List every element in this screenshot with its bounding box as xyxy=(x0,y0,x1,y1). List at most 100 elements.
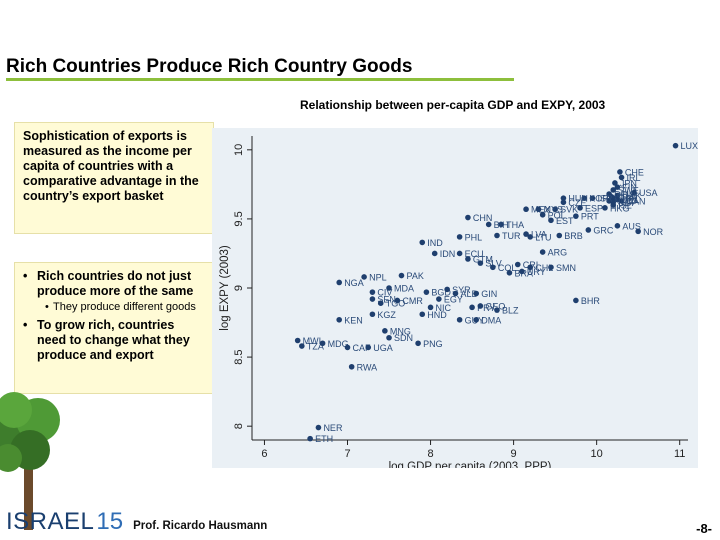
data-point xyxy=(614,196,621,203)
data-point xyxy=(294,337,301,344)
data-point xyxy=(608,194,615,200)
data-point xyxy=(617,169,623,175)
point-label: DNK xyxy=(622,191,641,201)
x-axis-label: log GDP per capita (2003, PPP) xyxy=(389,461,552,468)
point-label: GTM xyxy=(473,254,493,264)
slide-title: Rich Countries Produce Rich Country Good… xyxy=(6,56,413,77)
chart-title: Relationship between per-capita GDP and … xyxy=(300,98,606,112)
data-point xyxy=(452,290,459,297)
data-point xyxy=(490,264,496,271)
definition-box: Sophistication of exports is measured as… xyxy=(14,122,214,234)
data-point xyxy=(614,192,621,199)
point-label: ISR xyxy=(597,194,613,204)
data-point xyxy=(456,250,463,257)
data-point xyxy=(552,206,558,213)
data-point xyxy=(394,297,401,304)
point-label: BEL xyxy=(622,195,639,205)
bullet-text: Rich countries do not just produce more … xyxy=(37,269,194,298)
point-label: POL xyxy=(548,210,566,220)
point-label: ECU xyxy=(465,249,484,259)
point-label: USA xyxy=(639,188,658,198)
point-label: RWA xyxy=(357,362,378,372)
point-label: PRT xyxy=(581,212,599,222)
point-label: SLV xyxy=(485,259,501,269)
data-point xyxy=(398,272,405,279)
point-label: GEO xyxy=(485,301,505,311)
data-point xyxy=(581,195,587,201)
point-label: KEN xyxy=(344,315,363,325)
data-point xyxy=(444,286,450,293)
point-label: PRY xyxy=(477,303,495,313)
point-label: IRL xyxy=(627,173,641,183)
data-point xyxy=(415,340,421,347)
point-label: PHL xyxy=(465,232,483,242)
data-point xyxy=(606,198,612,204)
data-point xyxy=(377,300,384,306)
point-label: NOR xyxy=(643,227,664,237)
x-tick-label: 9 xyxy=(511,448,517,460)
y-axis-label: log EXPY (2003) xyxy=(219,245,231,331)
point-label: CHN xyxy=(473,213,493,223)
data-point xyxy=(612,180,618,186)
data-point xyxy=(577,205,583,211)
data-point xyxy=(477,260,484,266)
data-point xyxy=(514,261,521,268)
data-point xyxy=(419,311,426,318)
point-label: SMN xyxy=(556,263,576,273)
data-point xyxy=(560,195,567,201)
data-point xyxy=(539,211,546,218)
x-tick-label: 7 xyxy=(344,448,350,460)
data-point xyxy=(473,290,480,297)
data-point xyxy=(589,195,596,201)
data-point xyxy=(319,340,326,347)
data-point xyxy=(494,232,500,239)
data-point xyxy=(369,296,376,302)
data-point xyxy=(631,189,637,196)
bullet-marker: • xyxy=(23,318,28,332)
bullet-marker: • xyxy=(23,269,28,283)
data-point xyxy=(336,279,342,286)
point-label: CAF xyxy=(353,343,372,353)
y-tick-label: 10 xyxy=(233,144,245,156)
point-label: SWE xyxy=(618,185,639,195)
point-label: JPN xyxy=(620,178,637,188)
data-point xyxy=(556,232,563,239)
point-label: DMA xyxy=(481,315,501,325)
data-point xyxy=(523,206,529,213)
point-label: BHR xyxy=(581,296,601,306)
point-label: DEU xyxy=(614,190,633,200)
data-point xyxy=(672,142,679,149)
footer-brand: ISRAEL 15 Prof. Ricardo Hausmann xyxy=(6,508,267,536)
x-tick-label: 11 xyxy=(674,448,685,460)
point-label: TZA xyxy=(307,342,324,352)
point-label: HUN xyxy=(568,194,588,204)
data-point xyxy=(336,316,342,323)
data-point xyxy=(523,231,529,237)
data-point xyxy=(573,297,579,304)
point-label: LTU xyxy=(535,232,551,242)
data-point xyxy=(382,328,388,334)
point-label: SVK xyxy=(560,205,578,215)
data-point xyxy=(299,343,305,349)
data-point xyxy=(614,184,621,190)
presenter-name: Prof. Ricardo Hausmann xyxy=(133,520,268,532)
point-label: NGA xyxy=(344,278,364,288)
data-point xyxy=(456,316,463,323)
data-point xyxy=(519,268,525,275)
point-label: ESP xyxy=(585,203,603,213)
y-tick-label: 8 xyxy=(233,423,245,429)
point-label: BIH xyxy=(494,220,509,230)
point-label: IND xyxy=(427,238,443,248)
point-label: ISL xyxy=(618,201,632,211)
point-label: LUX xyxy=(681,141,698,151)
scatter-chart: 6 7 8 9 10 11 8 8.5 9 9.5 10 log GDP per capita (20… xyxy=(219,136,698,473)
data-point xyxy=(498,221,504,228)
point-label: CZE xyxy=(568,198,586,208)
point-label: KGZ xyxy=(377,310,396,320)
data-point xyxy=(585,227,592,233)
data-point xyxy=(361,274,367,280)
data-point xyxy=(548,264,554,271)
point-label: MWI xyxy=(303,336,322,346)
sub-bullet-text: They produce different goods xyxy=(53,301,196,313)
data-point xyxy=(386,334,392,341)
